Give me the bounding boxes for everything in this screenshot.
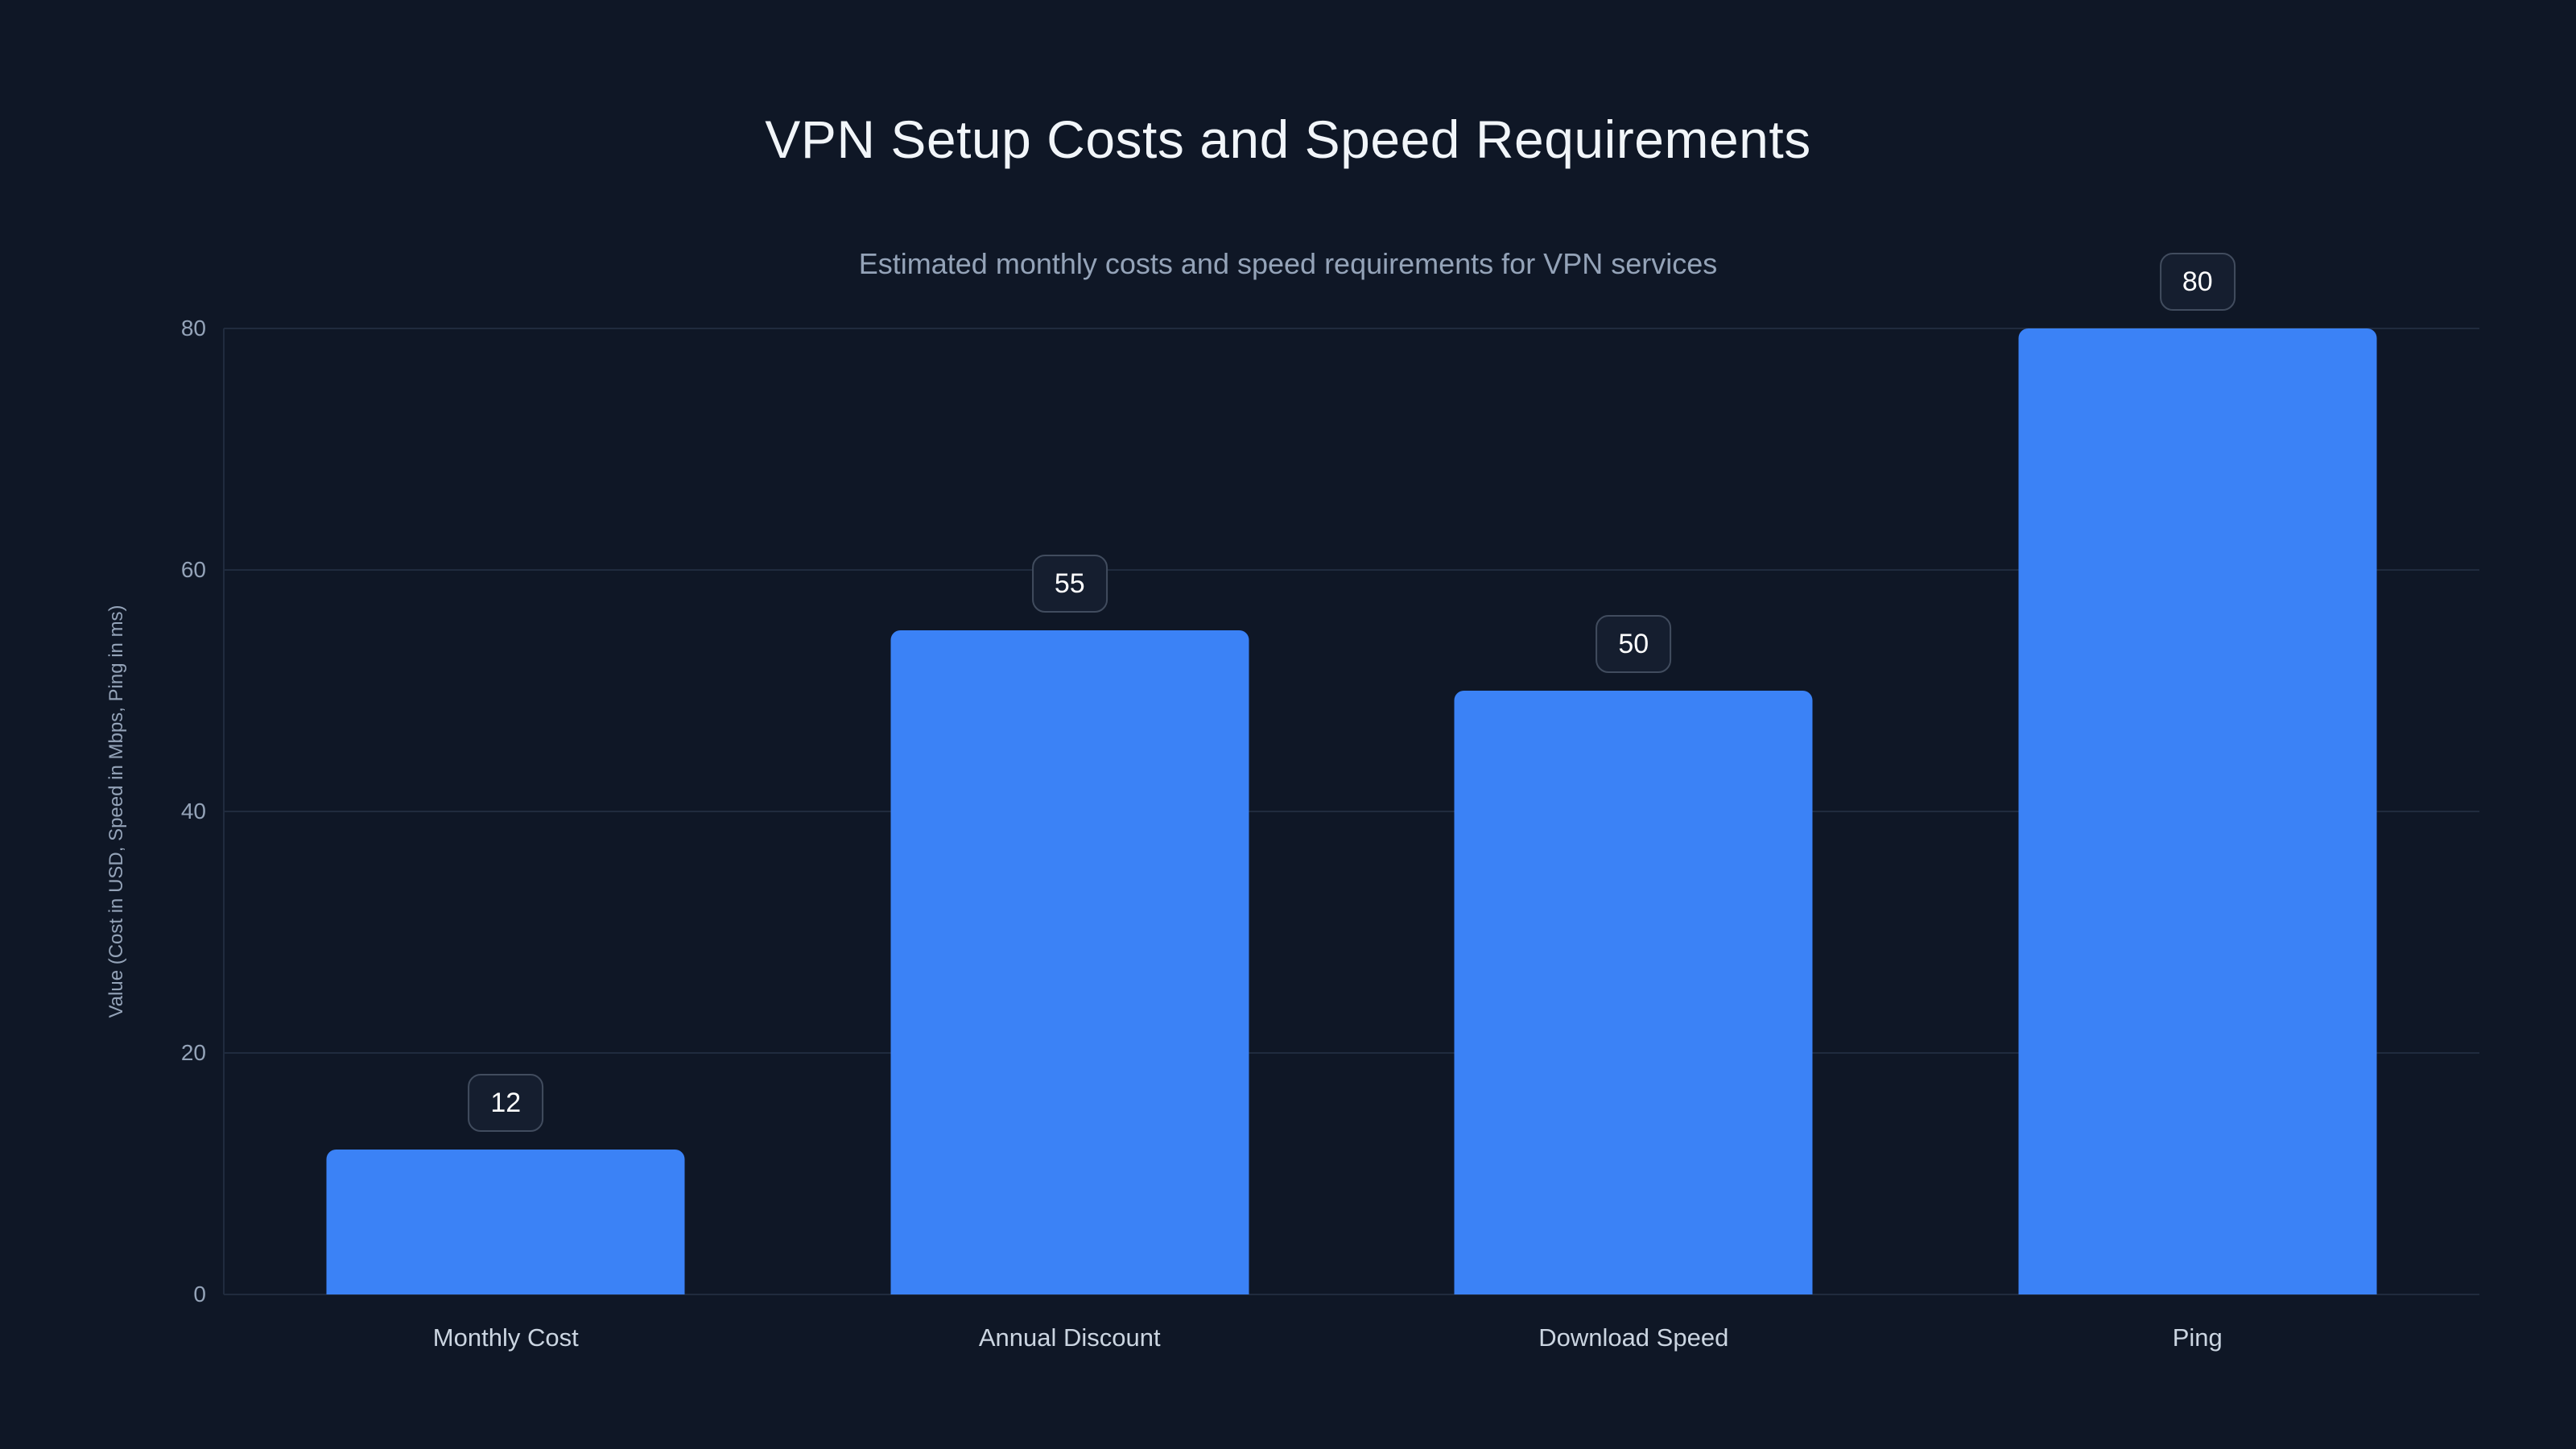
category-label: Annual Discount	[978, 1323, 1161, 1352]
category-label: Ping	[2172, 1323, 2223, 1352]
y-tick-label: 60	[180, 557, 206, 582]
value-badge: 12	[468, 1074, 544, 1132]
bar	[1454, 691, 1813, 1294]
gridline	[224, 1294, 2479, 1295]
value-label: 12	[490, 1088, 522, 1118]
gridline	[224, 569, 2479, 571]
bar	[326, 1150, 685, 1294]
bar-group: 50 Download Speed	[1352, 328, 1916, 1350]
bar	[2018, 328, 2377, 1294]
y-tick-label: 80	[180, 316, 206, 341]
chart-subtitle: Estimated monthly costs and speed requir…	[858, 247, 1718, 280]
value-badge: 55	[1031, 555, 1108, 613]
y-tick-label: 0	[193, 1282, 206, 1307]
value-label: 50	[1618, 629, 1649, 659]
value-badge: 50	[1596, 615, 1672, 673]
bar-group: 80 Ping	[1916, 253, 2480, 1350]
value-badge: 80	[2159, 253, 2235, 311]
bar-group: 12 Monthly Cost	[224, 328, 788, 1350]
gridline	[224, 1052, 2479, 1054]
gridline	[224, 811, 2479, 812]
bar	[890, 630, 1249, 1294]
y-tick-label: 40	[180, 799, 206, 824]
bar-group: 55 Annual Discount	[788, 328, 1352, 1350]
y-tick-label: 20	[180, 1040, 206, 1065]
gridline	[224, 328, 2479, 329]
chart-title: VPN Setup Costs and Speed Requirements	[765, 109, 1811, 169]
value-label: 55	[1054, 568, 1085, 599]
plot-area: 0 20 40 60 80 12 Monthly Cost 55 Annual …	[181, 253, 2480, 1350]
category-label: Monthly Cost	[432, 1323, 579, 1352]
category-label: Download Speed	[1538, 1323, 1729, 1352]
value-label: 80	[2182, 266, 2213, 297]
